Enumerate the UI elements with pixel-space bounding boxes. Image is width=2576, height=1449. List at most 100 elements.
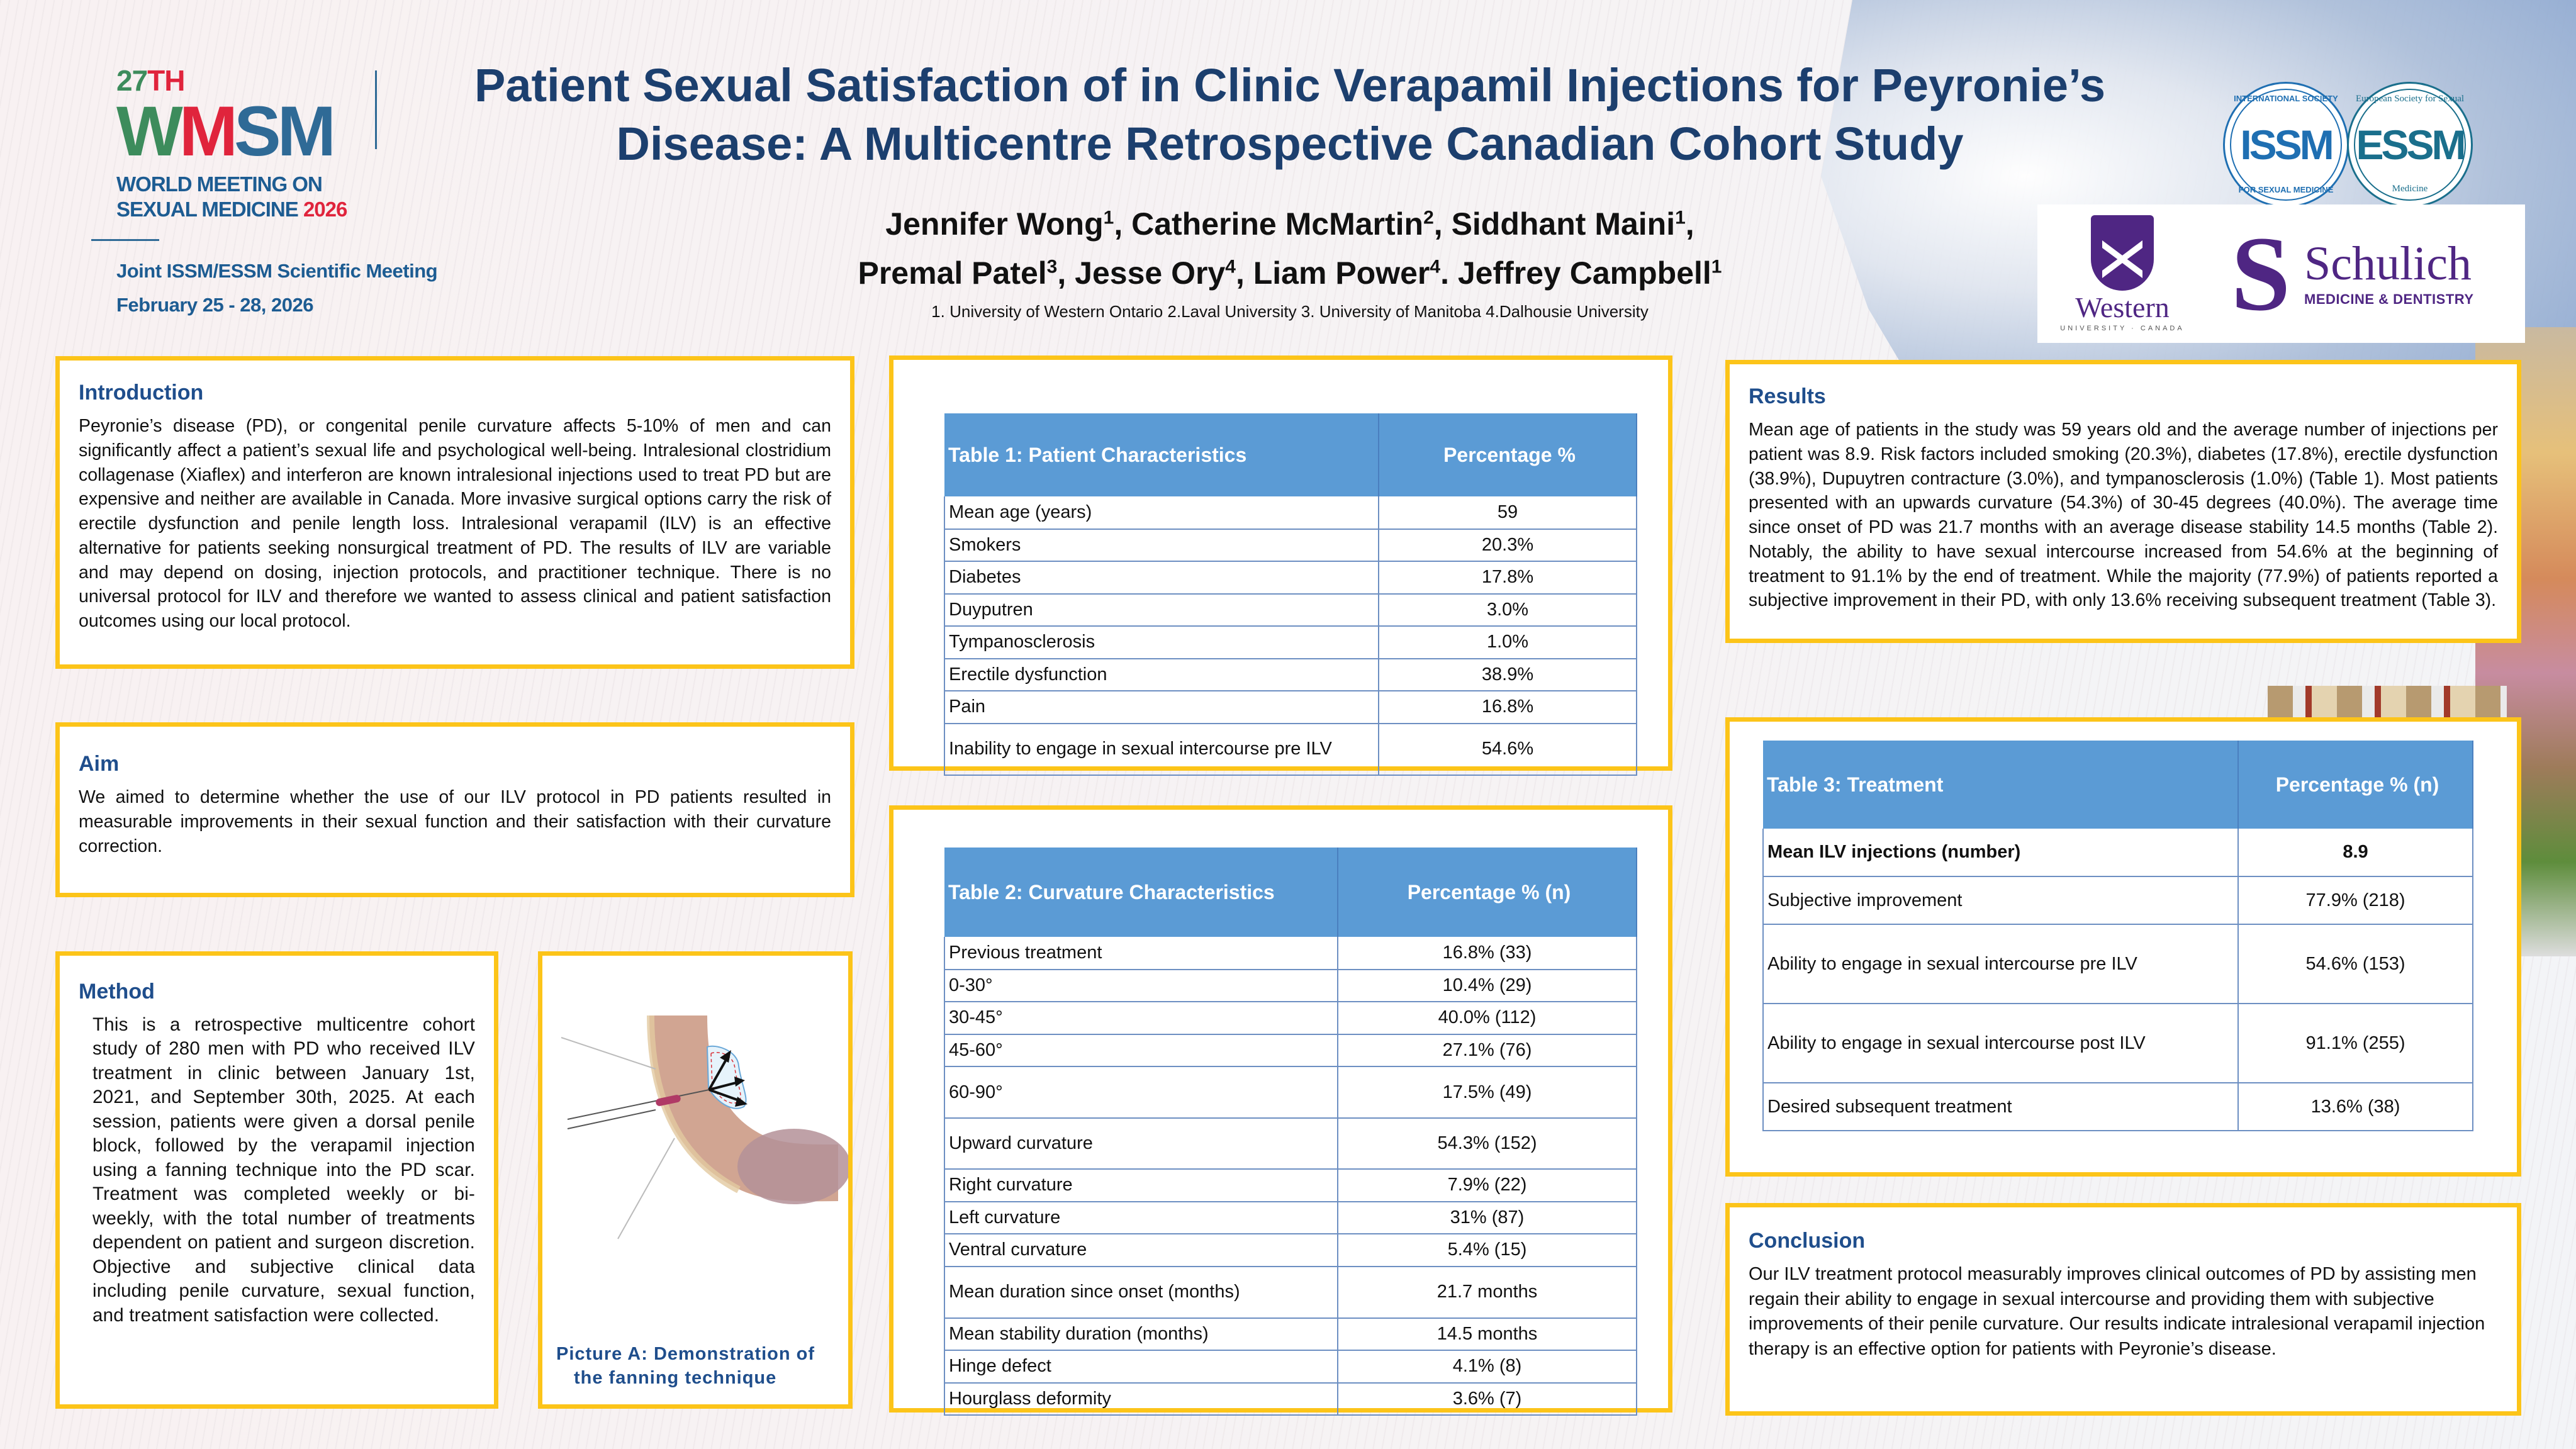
table-row: Smokers 20.3% [944,529,1637,562]
author-affiliation-mark: 3 [1046,255,1058,277]
author-name: Siddhant Maini [1451,206,1676,242]
author-name: Premal Patel [858,255,1047,291]
table-row: Mean duration since onset (months) 21.7 m… [944,1266,1637,1319]
author-name: Jeffrey Campbell [1457,255,1711,291]
conclusion-heading: Conclusion [1749,1229,1866,1253]
fanning-technique-illustration [561,1015,848,1239]
author-name: Jesse Ory [1075,255,1226,291]
table-row: 60-90° 17.5% (49) [944,1066,1637,1119]
table-row: Mean age (years) 59 [944,496,1637,530]
author-affiliation-mark: 4 [1430,255,1441,277]
table-row: Tympanosclerosis 1.0% [944,626,1637,659]
row-label: Duyputren [944,593,1379,627]
results-body: Mean age of patients in the study was 59… [1749,420,2498,611]
table2-header-label: Table 2: Curvature Characteristics [944,848,1338,937]
author-name: Liam Power [1253,255,1430,291]
table-row: Upward curvature 54.3% (152) [944,1118,1637,1170]
row-label: Hourglass deformity [944,1382,1338,1416]
row-label: Smokers [944,529,1379,562]
patient-characteristics-table: Table 1: Patient Characteristics Percent… [944,413,1637,776]
author-affiliation-mark: 1 [1675,207,1686,228]
row-value: 17.5% (49) [1337,1066,1637,1119]
table-row: Diabetes 17.8% [944,561,1637,595]
table-row: Subjective improvement 77.9% (218) [1762,876,2473,925]
row-label: Hinge defect [944,1350,1338,1384]
table-row: Duyputren 3.0% [944,593,1637,627]
table1-header-label: Table 1: Patient Characteristics [944,413,1379,496]
conference-acronym: WMSM [116,92,336,171]
table-row: 30-45° 40.0% (112) [944,1002,1637,1035]
introduction-body: Peyronie’s disease (PD), or congenital p… [79,416,831,631]
row-value: 59 [1378,496,1637,530]
table-row: Previous treatment 16.8% (33) [944,937,1637,970]
table1-panel: Table 1: Patient Characteristics Percent… [889,355,1672,776]
schulich-logo: S Schulich MEDICINE & DENTISTRY [2226,215,2474,333]
table-row: Ventral curvature 5.4% (15) [944,1234,1637,1267]
row-value: 54.6% [1378,723,1637,776]
row-label: 0-30° [944,969,1338,1002]
method-heading: Method [79,980,155,1004]
row-value: 10.4% (29) [1337,969,1637,1002]
row-label: 45-60° [944,1034,1338,1067]
table-row: Right curvature 7.9% (22) [944,1169,1637,1202]
table-row: Hinge defect 4.1% (8) [944,1350,1637,1384]
table2-header-value: Percentage % (n) [1338,848,1637,937]
row-value: 54.6% (153) [2237,924,2473,1004]
table-row: Mean stability duration (months) 14.5 mon… [944,1318,1637,1351]
row-value: 13.6% (38) [2237,1083,2473,1131]
introduction-panel: Introduction Peyronie’s disease (PD), or… [55,356,854,669]
row-value: 17.8% [1378,561,1637,595]
western-shield-icon [2091,215,2154,291]
author-affiliation-mark: 1 [1711,255,1722,277]
university-logos: Western UNIVERSITY · CANADA S Schulich M… [2037,204,2525,343]
curvature-characteristics-table: Table 2: Curvature Characteristics Perce… [944,848,1637,1416]
needle-hub [656,1095,681,1106]
table-row: Ability to engage in sexual intercourse … [1762,1004,2473,1083]
logo-divider [91,239,159,242]
row-value: 1.0% [1378,626,1637,659]
table3-panel: Table 3: Treatment Percentage % (n) Mean… [1725,717,2521,1177]
table-row: Desired subsequent treatment 13.6% (38) [1762,1083,2473,1131]
row-value: 54.3% (152) [1337,1118,1637,1170]
table-row: Pain 16.8% [944,691,1637,724]
row-label: 30-45° [944,1002,1338,1035]
author-affiliation-mark: 1 [1103,207,1114,228]
row-value: 16.8% (33) [1337,937,1637,970]
row-value: 3.6% (7) [1337,1382,1637,1416]
schulich-s-icon: S [2231,215,2291,333]
row-label: Mean duration since onset (months) [944,1266,1338,1319]
row-label: Diabetes [944,561,1379,595]
author-list: Jennifer Wong1, Catherine McMartin2, Sid… [858,206,1722,291]
row-value: 20.3% [1378,529,1637,562]
method-body: This is a retrospective multicentre coho… [92,1014,475,1326]
table3-header-value: Percentage % (n) [2238,741,2473,829]
table-row: 0-30° 10.4% (29) [944,969,1637,1002]
row-value: 21.7 months [1337,1266,1637,1319]
table-row: 45-60° 27.1% (76) [944,1034,1637,1067]
row-value: 40.0% (112) [1337,1002,1637,1035]
row-value: 77.9% (218) [2237,876,2473,925]
table-row: Ability to engage in sexual intercourse … [1762,924,2473,1004]
conference-name: WORLD MEETING ON SEXUAL MEDICINE 2026 [116,172,347,221]
table1-header-value: Percentage % [1379,413,1637,496]
conference-logo: 27TH WMSM WORLD MEETING ON SEXUAL MEDICI… [91,66,438,316]
table-row: Mean ILV injections (number) 8.9 [1762,829,2473,877]
row-value: 14.5 months [1337,1318,1637,1351]
table-row: Left curvature 31% (87) [944,1201,1637,1234]
table-row: Erectile dysfunction 38.9% [944,658,1637,691]
row-value: 38.9% [1378,658,1637,691]
row-value: 91.1% (255) [2237,1004,2473,1083]
author-affiliation-mark: 4 [1225,255,1236,277]
picture-caption: Picture A: Demonstration of the fanning … [556,1344,815,1389]
aim-body: We aimed to determine whether the use of… [79,787,831,856]
row-value: 27.1% (76) [1337,1034,1637,1067]
row-label: Left curvature [944,1201,1338,1234]
row-label: Previous treatment [944,937,1338,970]
row-value: 4.1% (8) [1337,1350,1637,1384]
row-value: 3.0% [1378,593,1637,627]
glans-shape [737,1129,848,1204]
western-logo: Western UNIVERSITY · CANADA [2037,215,2207,332]
joint-meeting-label: Joint ISSM/ESSM Scientific Meeting [116,260,438,283]
picture-panel: Picture A: Demonstration of the fanning … [538,951,853,1409]
conclusion-panel: Conclusion Our ILV treatment protocol me… [1725,1203,2521,1416]
